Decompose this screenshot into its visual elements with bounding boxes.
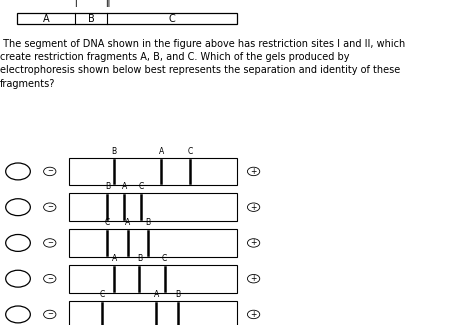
Text: −: −: [47, 311, 53, 318]
Text: +: +: [250, 274, 257, 283]
Text: +: +: [250, 203, 257, 212]
Bar: [69, 301, 237, 325]
Text: +: +: [250, 167, 257, 176]
Text: A: A: [159, 147, 164, 156]
Text: A: A: [125, 218, 130, 227]
Text: −: −: [47, 168, 53, 175]
Text: I: I: [73, 0, 76, 9]
Text: −: −: [47, 276, 53, 282]
Text: II: II: [105, 0, 110, 9]
Text: B: B: [105, 182, 110, 191]
Text: C: C: [187, 147, 192, 156]
Text: A: A: [43, 14, 49, 24]
Bar: [69, 158, 237, 185]
Text: B: B: [137, 254, 142, 263]
Bar: [69, 229, 237, 257]
Text: C: C: [162, 254, 167, 263]
Text: +: +: [250, 310, 257, 319]
Text: −: −: [47, 204, 53, 210]
Text: C: C: [169, 14, 175, 24]
Bar: [69, 265, 237, 292]
Text: A: A: [122, 182, 127, 191]
Text: C: C: [105, 218, 110, 227]
Text: C: C: [138, 182, 144, 191]
Text: C: C: [100, 290, 105, 299]
Text: B: B: [111, 147, 117, 156]
Text: B: B: [175, 290, 181, 299]
Text: −: −: [47, 240, 53, 246]
Text: The segment of DNA shown in the figure above has restriction sites I and II, whi: The segment of DNA shown in the figure a…: [0, 39, 405, 89]
Text: B: B: [88, 14, 95, 24]
Bar: [69, 193, 237, 221]
Bar: [17, 13, 237, 24]
Text: A: A: [111, 254, 117, 263]
Text: +: +: [250, 239, 257, 247]
Text: B: B: [145, 218, 150, 227]
Text: A: A: [154, 290, 159, 299]
